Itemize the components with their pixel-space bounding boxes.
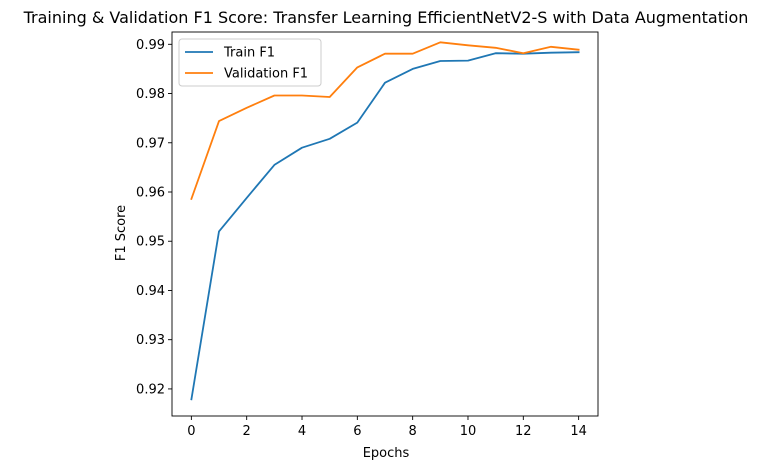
y-tick-label: 0.95: [136, 235, 165, 250]
x-tick-label: 4: [298, 424, 306, 439]
legend-label-validation-f1: Validation F1: [224, 67, 308, 82]
legend: Train F1 Validation F1: [178, 38, 322, 87]
x-tick-label: 12: [515, 424, 532, 439]
x-tick-label: 0: [187, 424, 195, 439]
series-line-train-f1: [190, 51, 580, 401]
y-tick-label: 0.96: [136, 186, 165, 201]
y-tick-label: 0.92: [136, 382, 165, 397]
legend-box: [178, 38, 322, 87]
axis-ticks: 0 2 4 6 8 10 12 14 0.92 0.93 0.94 0.95 0.96 0.97 0.98 0…: [136, 38, 587, 439]
plot-frame: [171, 31, 599, 417]
x-axis-label: Epochs: [363, 446, 410, 461]
x-tick-label: 6: [353, 424, 361, 439]
y-tick-label: 0.97: [136, 136, 165, 151]
chart-title: Training & Validation F1 Score: Transfer…: [23, 8, 749, 27]
x-tick-label: 8: [409, 424, 417, 439]
x-tick-label: 14: [570, 424, 587, 439]
series-line-validation-f1: [190, 41, 580, 201]
y-tick-label: 0.98: [136, 87, 165, 102]
x-tick-label: 10: [460, 424, 477, 439]
legend-label-train-f1: Train F1: [223, 46, 275, 61]
plot-area: [190, 41, 580, 401]
y-tick-label: 0.93: [136, 333, 165, 348]
y-tick-label: 0.99: [136, 38, 165, 53]
x-tick-label: 2: [243, 424, 251, 439]
y-tick-label: 0.94: [136, 284, 165, 299]
y-axis-label: F1 Score: [114, 205, 129, 261]
